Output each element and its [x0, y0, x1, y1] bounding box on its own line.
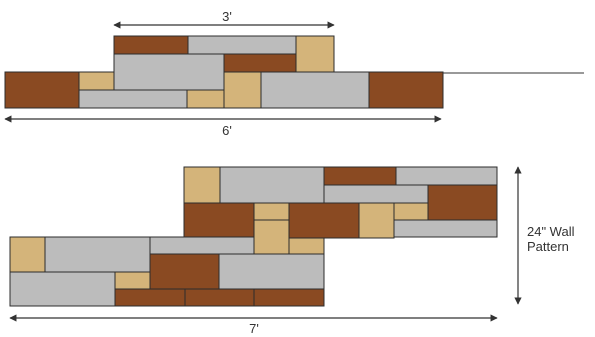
bottom-pattern-stone — [9, 271, 116, 307]
bottom-pattern-stone — [44, 236, 151, 273]
bottom-pattern-stone — [253, 288, 325, 307]
bottom-pattern-stone — [218, 253, 325, 290]
bottom-pattern-stone — [114, 288, 186, 307]
top-wall-pattern — [4, 35, 444, 109]
bottom-pattern-stone — [288, 237, 325, 255]
top-pattern-stone — [223, 53, 297, 73]
bottom-pattern-stone — [184, 288, 255, 307]
top-pattern-stone — [295, 35, 335, 73]
bottom-width-label: 7' — [249, 321, 259, 336]
bottom-pattern-stone — [393, 219, 498, 238]
top-pattern-stone — [223, 71, 262, 109]
bottom-pattern-stone — [427, 184, 498, 221]
top-upper-width-label: 3' — [222, 9, 232, 24]
height-label-line2: Pattern — [527, 239, 569, 254]
bottom-pattern-stone — [149, 253, 220, 290]
bottom-pattern-stone — [288, 202, 360, 239]
top-pattern-stone — [78, 89, 188, 109]
height-label-line1: 24" Wall — [527, 224, 575, 239]
bottom-pattern-stone — [253, 202, 290, 221]
top-pattern-stone — [260, 71, 370, 109]
bottom-pattern-stone — [358, 202, 395, 239]
bottom-pattern-stone — [219, 166, 325, 204]
bottom-pattern-stone — [183, 202, 255, 239]
top-pattern-stone — [113, 53, 225, 91]
bottom-pattern-stone — [395, 166, 498, 186]
bottom-pattern-stone — [253, 219, 290, 255]
top-pattern-stone — [187, 35, 297, 55]
top-pattern-stone — [4, 71, 80, 109]
bottom-wall-pattern — [9, 166, 498, 307]
bottom-pattern-stone — [114, 271, 151, 290]
top-pattern-stone — [113, 35, 189, 55]
bottom-pattern-stone — [183, 166, 221, 204]
top-pattern-stone — [186, 89, 225, 109]
top-base-width-label: 6' — [222, 123, 232, 138]
top-pattern-stone — [368, 71, 444, 109]
bottom-pattern-stone — [9, 236, 46, 273]
bottom-pattern-stone — [149, 236, 255, 255]
bottom-pattern-stone — [323, 184, 429, 204]
bottom-pattern-stone — [323, 166, 397, 186]
top-pattern-stone — [78, 71, 115, 91]
bottom-pattern-stone — [393, 202, 429, 221]
